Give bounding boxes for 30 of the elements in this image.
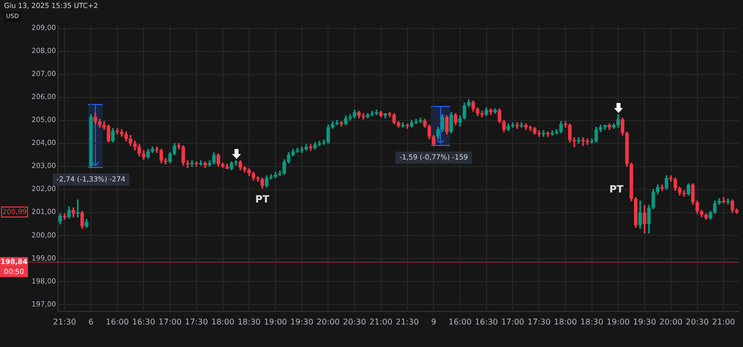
x-tick-label: 18:30 xyxy=(238,317,261,326)
annotation: PT xyxy=(609,184,624,196)
x-tick-label: 16:30 xyxy=(474,317,498,326)
x-tick-label: 20:30 xyxy=(343,317,366,326)
x-tick-label: 17:00 xyxy=(158,317,182,326)
x-tick-label: 21:00 xyxy=(369,317,392,326)
x-tick-label: 19:30 xyxy=(290,317,314,326)
x-tick-label: 16:30 xyxy=(132,317,156,326)
x-tick-label: 21:30 xyxy=(396,317,419,326)
x-tick-label: 21:30 xyxy=(53,317,76,326)
candlestick xyxy=(190,160,194,167)
candlestick xyxy=(335,120,339,126)
x-tick-label: 19:00 xyxy=(264,317,288,326)
x-tick-label: 18:00 xyxy=(554,317,577,326)
x-tick-label: 9 xyxy=(431,317,436,326)
x-tick-label: 17:30 xyxy=(528,317,551,326)
x-tick-label: 17:00 xyxy=(501,317,524,326)
x-tick-label: 18:00 xyxy=(211,317,234,326)
x-tick-label: 20:30 xyxy=(686,317,709,326)
x-tick-label: 20:00 xyxy=(659,317,682,326)
x-tick-label: 16:00 xyxy=(448,317,472,326)
x-tick-label: 16:00 xyxy=(106,317,129,326)
annotation: PT xyxy=(255,194,270,206)
x-tick-label: 19:30 xyxy=(633,317,656,326)
x-tick-label: 20:00 xyxy=(316,317,340,326)
x-tick-label: 19:00 xyxy=(606,317,630,326)
x-tick-label: 17:30 xyxy=(184,317,208,326)
x-tick-label: 18:30 xyxy=(580,317,604,326)
x-tick-label: 21:00 xyxy=(712,317,736,326)
x-tick-label: 6 xyxy=(88,317,94,326)
